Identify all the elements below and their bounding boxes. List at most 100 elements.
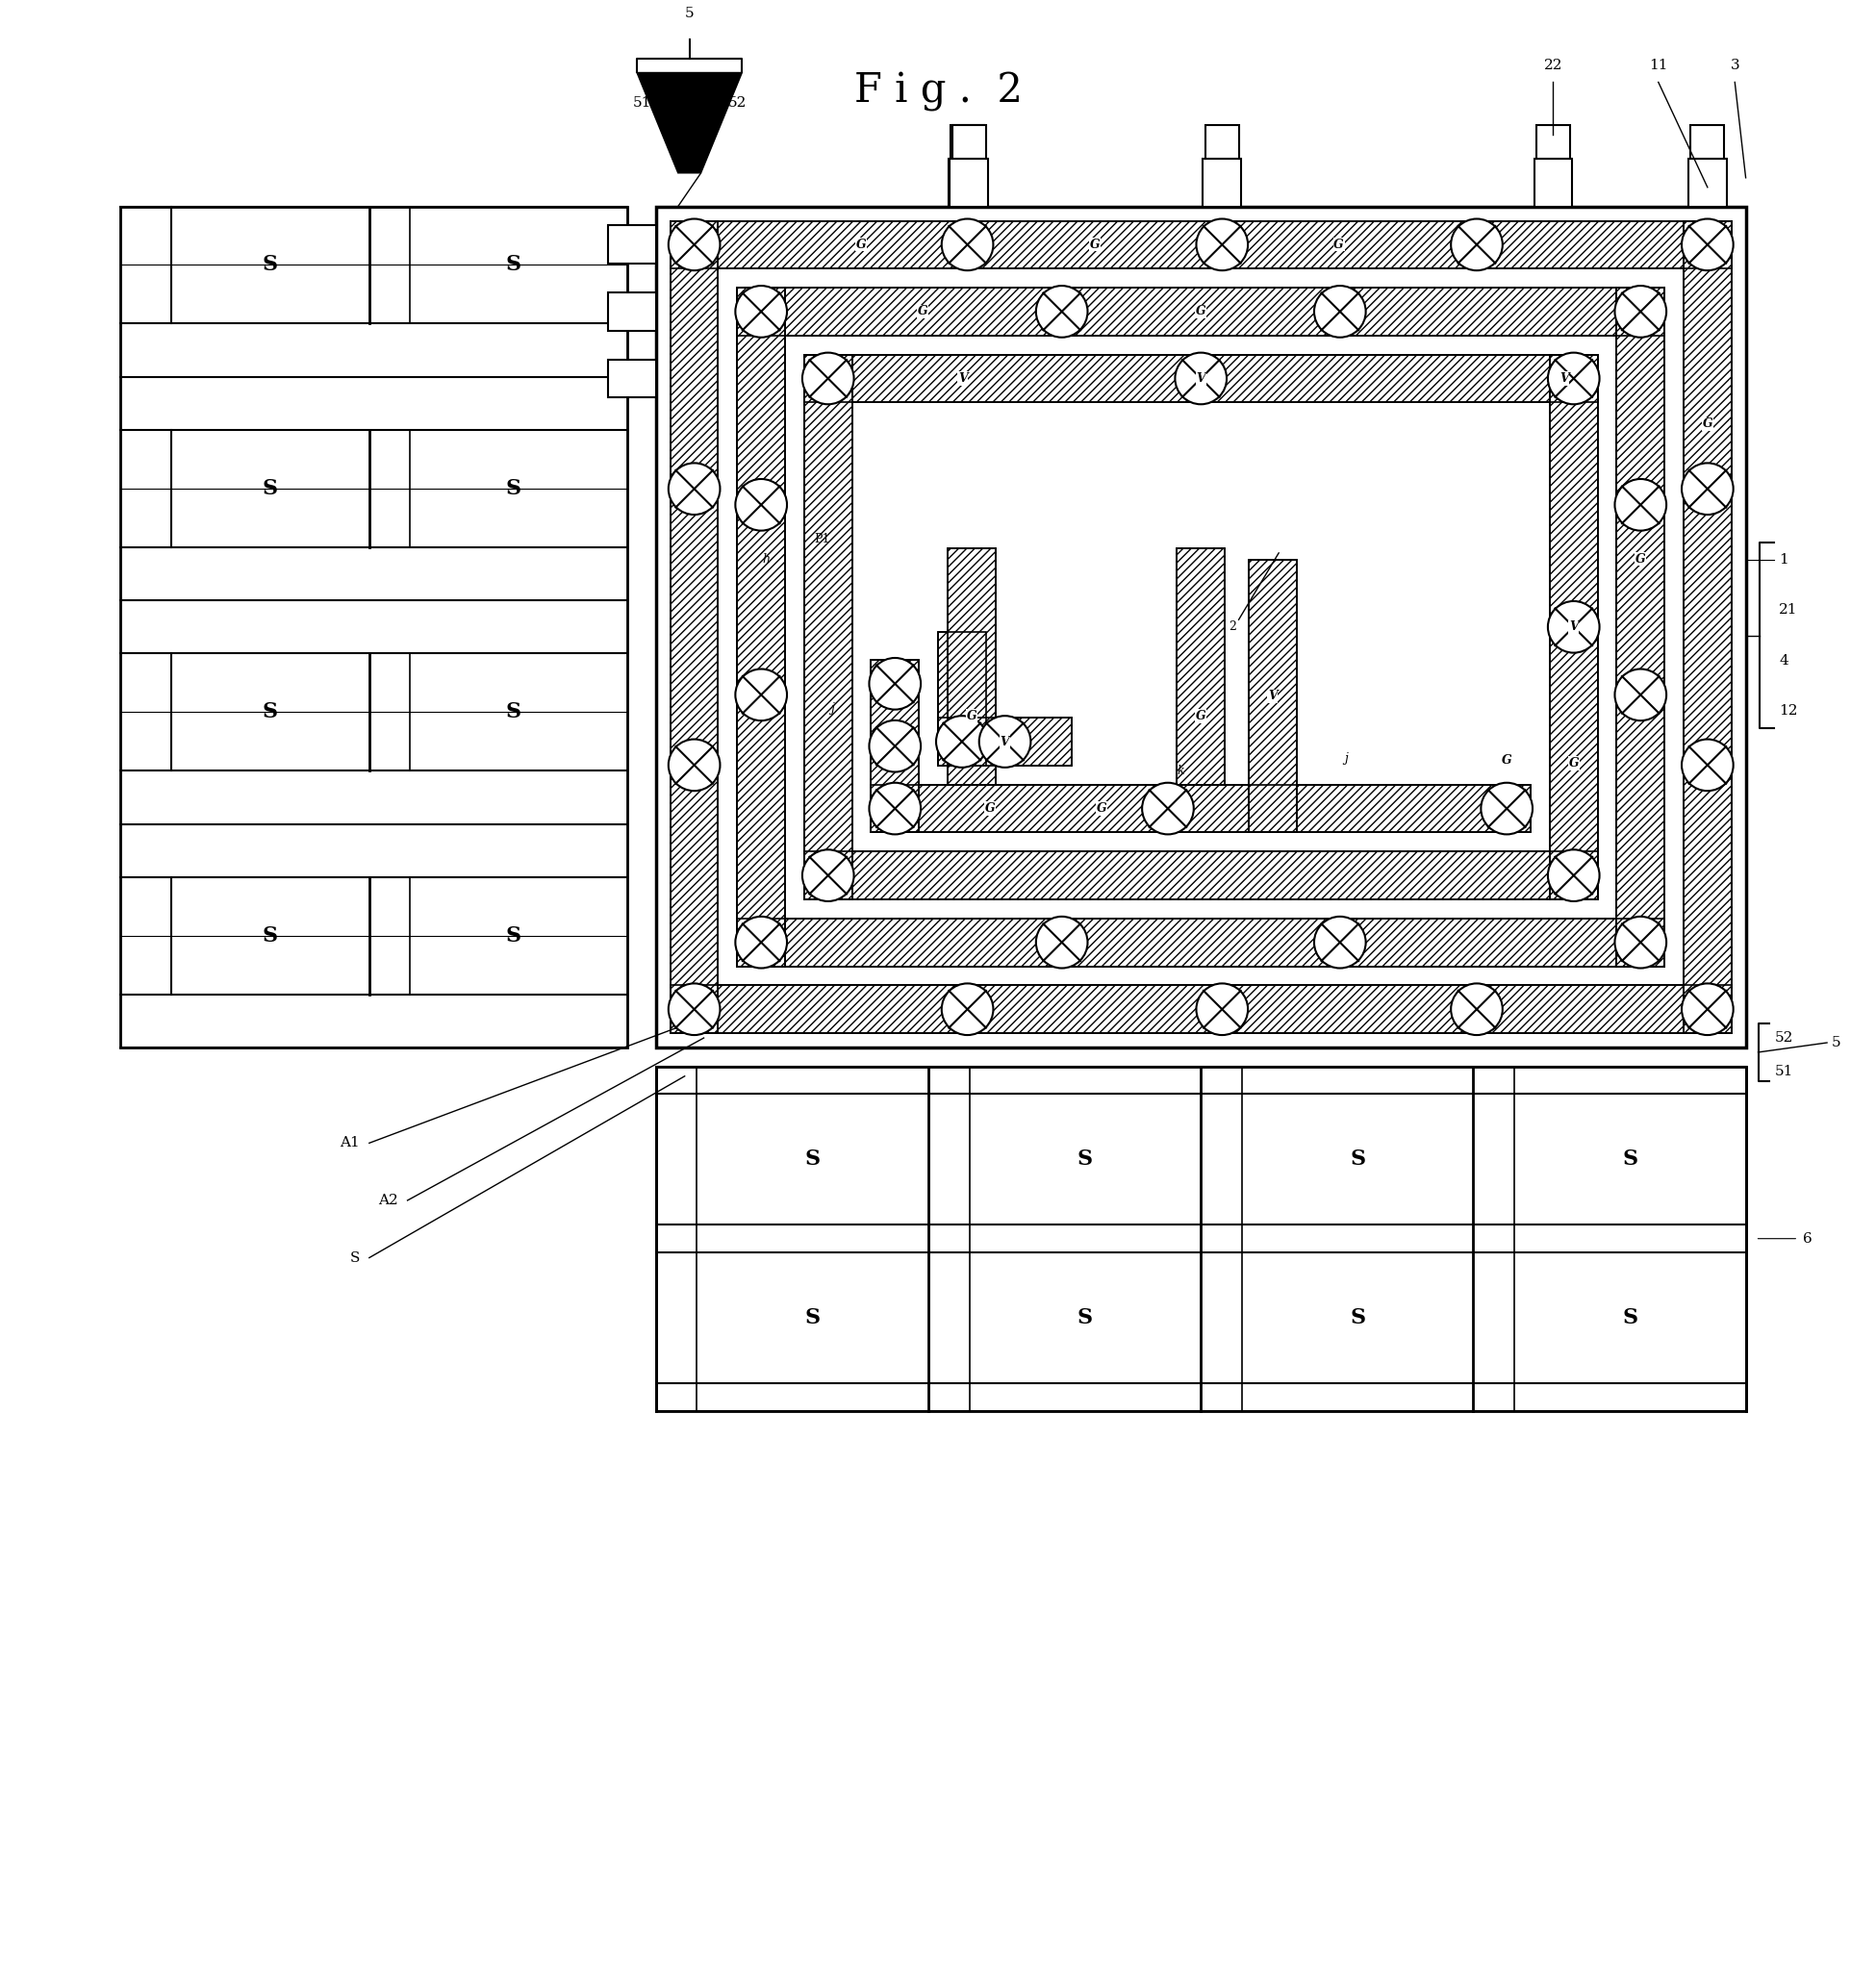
Polygon shape bbox=[677, 173, 702, 207]
Text: G: G bbox=[1195, 305, 1206, 317]
Text: S: S bbox=[507, 254, 522, 276]
Bar bbox=[949, 159, 987, 207]
Circle shape bbox=[735, 478, 786, 530]
Bar bbox=[870, 660, 919, 833]
Circle shape bbox=[1615, 478, 1666, 530]
Bar bbox=[608, 293, 657, 331]
Bar bbox=[938, 719, 1071, 766]
Text: V: V bbox=[1268, 689, 1278, 703]
Circle shape bbox=[735, 286, 786, 337]
Text: k: k bbox=[1178, 764, 1186, 778]
Circle shape bbox=[1615, 916, 1666, 969]
Circle shape bbox=[1036, 916, 1088, 969]
Bar bbox=[938, 719, 1071, 766]
Bar bbox=[1203, 159, 1242, 207]
Text: V: V bbox=[1197, 372, 1206, 384]
Text: S: S bbox=[263, 925, 278, 947]
Bar bbox=[1617, 287, 1664, 967]
Circle shape bbox=[1315, 916, 1366, 969]
Bar bbox=[670, 984, 1732, 1034]
Bar bbox=[670, 221, 719, 1034]
Bar bbox=[670, 984, 1732, 1034]
Bar bbox=[737, 287, 784, 967]
Text: G: G bbox=[1334, 238, 1343, 250]
Text: S: S bbox=[805, 1307, 820, 1329]
Circle shape bbox=[1197, 983, 1248, 1036]
Bar bbox=[805, 851, 1598, 900]
Circle shape bbox=[668, 463, 720, 514]
Bar bbox=[870, 786, 1531, 833]
Circle shape bbox=[869, 721, 921, 772]
Circle shape bbox=[1315, 286, 1366, 337]
Bar bbox=[947, 549, 996, 786]
Bar bbox=[1683, 221, 1732, 1034]
Text: S: S bbox=[1623, 1148, 1638, 1170]
Text: 51: 51 bbox=[632, 96, 651, 110]
Text: F i g .  2: F i g . 2 bbox=[854, 71, 1022, 112]
Text: S: S bbox=[1077, 1148, 1094, 1170]
Circle shape bbox=[1615, 286, 1666, 337]
Bar bbox=[670, 221, 1732, 268]
Circle shape bbox=[869, 784, 921, 835]
Text: 52: 52 bbox=[728, 96, 747, 110]
Text: 5: 5 bbox=[685, 6, 694, 20]
Text: 52: 52 bbox=[1775, 1032, 1793, 1046]
Text: G: G bbox=[1702, 417, 1713, 429]
Circle shape bbox=[1615, 669, 1666, 721]
Bar bbox=[1176, 549, 1225, 786]
Circle shape bbox=[668, 983, 720, 1036]
Bar bbox=[1535, 159, 1572, 207]
Text: S: S bbox=[1349, 1307, 1366, 1329]
Bar bbox=[737, 287, 1664, 335]
Text: G: G bbox=[917, 305, 929, 317]
Circle shape bbox=[936, 717, 987, 768]
Text: S: S bbox=[1077, 1307, 1094, 1329]
Bar bbox=[737, 287, 1664, 335]
Circle shape bbox=[942, 219, 992, 270]
Circle shape bbox=[735, 669, 786, 721]
Bar bbox=[1176, 549, 1225, 786]
Bar bbox=[870, 786, 1531, 833]
Circle shape bbox=[1036, 286, 1088, 337]
Circle shape bbox=[1197, 219, 1248, 270]
Bar bbox=[1206, 126, 1238, 159]
Text: P1: P1 bbox=[814, 532, 829, 545]
Circle shape bbox=[869, 658, 921, 709]
Bar bbox=[608, 226, 657, 264]
Bar bbox=[670, 221, 719, 1034]
Text: G: G bbox=[966, 711, 977, 723]
Bar bbox=[805, 354, 1598, 402]
Text: G: G bbox=[1636, 553, 1645, 565]
Bar bbox=[120, 207, 627, 1048]
Text: S: S bbox=[507, 925, 522, 947]
Bar bbox=[737, 918, 1664, 967]
Circle shape bbox=[735, 916, 786, 969]
Text: G: G bbox=[1090, 238, 1099, 250]
Circle shape bbox=[942, 983, 992, 1036]
Bar bbox=[1249, 559, 1296, 833]
Circle shape bbox=[1548, 601, 1600, 654]
Circle shape bbox=[1548, 352, 1600, 404]
Text: S: S bbox=[507, 478, 522, 498]
Text: 3: 3 bbox=[1730, 59, 1739, 73]
Bar bbox=[953, 126, 985, 159]
Circle shape bbox=[1681, 738, 1733, 792]
Text: 4: 4 bbox=[1778, 654, 1788, 667]
Text: 22: 22 bbox=[1544, 59, 1563, 73]
Text: 2: 2 bbox=[1229, 620, 1236, 634]
Text: S: S bbox=[507, 701, 522, 723]
Polygon shape bbox=[636, 73, 743, 173]
Circle shape bbox=[1174, 352, 1227, 404]
Circle shape bbox=[1480, 784, 1533, 835]
Circle shape bbox=[1681, 463, 1733, 514]
Text: A2: A2 bbox=[377, 1193, 398, 1207]
Text: V: V bbox=[959, 372, 968, 384]
Text: 6: 6 bbox=[1803, 1233, 1812, 1244]
Bar bbox=[1690, 126, 1724, 159]
Text: S: S bbox=[349, 1250, 360, 1264]
Text: G: G bbox=[1501, 754, 1512, 768]
Bar bbox=[737, 918, 1664, 967]
Circle shape bbox=[668, 738, 720, 792]
Text: h: h bbox=[762, 553, 769, 565]
Text: V: V bbox=[1000, 734, 1009, 748]
